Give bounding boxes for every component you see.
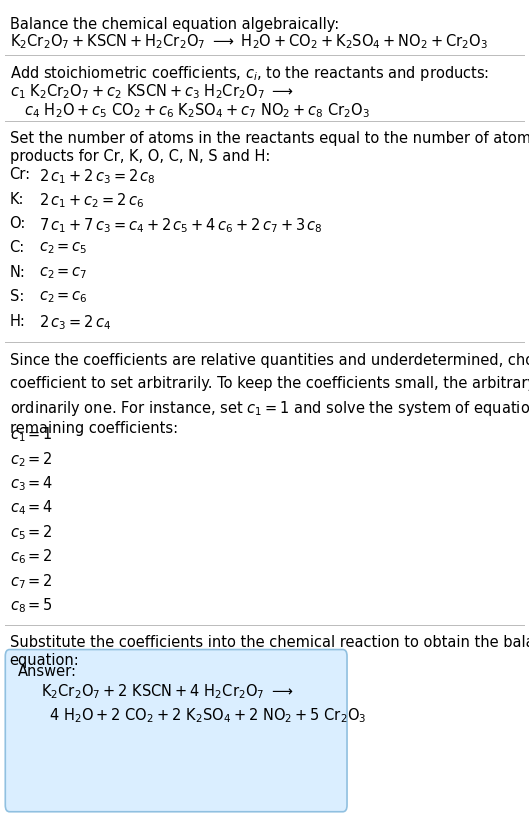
Text: Balance the chemical equation algebraically:: Balance the chemical equation algebraica… [10,17,339,32]
Text: $2\,c_1 + c_2 = 2\,c_6$: $2\,c_1 + c_2 = 2\,c_6$ [39,192,144,210]
Text: $c_8 = 5$: $c_8 = 5$ [10,597,52,615]
Text: S:: S: [10,289,24,304]
Text: $c_2 = 2$: $c_2 = 2$ [10,450,52,469]
Text: O:: O: [10,216,26,231]
Text: $c_6 = 2$: $c_6 = 2$ [10,548,52,566]
Text: N:: N: [10,265,25,280]
Text: $c_5 = 2$: $c_5 = 2$ [10,523,52,542]
Text: $2\,c_3 = 2\,c_4$: $2\,c_3 = 2\,c_4$ [39,314,111,333]
Text: Since the coefficients are relative quantities and underdetermined, choose a: Since the coefficients are relative quan… [10,353,529,368]
Text: coefficient to set arbitrarily. To keep the coefficients small, the arbitrary va: coefficient to set arbitrarily. To keep … [10,376,529,390]
Text: remaining coefficients:: remaining coefficients: [10,421,178,436]
Text: Cr:: Cr: [10,167,31,182]
Text: Answer:: Answer: [17,664,77,679]
Text: Add stoichiometric coefficients, $c_i$, to the reactants and products:: Add stoichiometric coefficients, $c_i$, … [10,64,489,83]
Text: $c_4 = 4$: $c_4 = 4$ [10,499,53,518]
Text: Substitute the coefficients into the chemical reaction to obtain the balanced: Substitute the coefficients into the che… [10,635,529,650]
Text: $\quad c_4\ \mathrm{H_2O} + c_5\ \mathrm{CO_2} + c_6\ \mathrm{K_2SO_4} + c_7\ \m: $\quad c_4\ \mathrm{H_2O} + c_5\ \mathrm… [10,101,370,120]
Text: $c_2 = c_5$: $c_2 = c_5$ [39,240,87,256]
Text: H:: H: [10,314,25,328]
Text: equation:: equation: [10,653,79,667]
Text: products for Cr, K, O, C, N, S and H:: products for Cr, K, O, C, N, S and H: [10,149,270,164]
Text: $\mathrm{4\ H_2O + 2\ CO_2 + 2\ K_2SO_4 + 2\ NO_2 + 5\ Cr_2O_3}$: $\mathrm{4\ H_2O + 2\ CO_2 + 2\ K_2SO_4 … [49,707,367,725]
Text: $c_7 = 2$: $c_7 = 2$ [10,572,52,591]
Text: Set the number of atoms in the reactants equal to the number of atoms in the: Set the number of atoms in the reactants… [10,131,529,146]
Text: $c_2 = c_6$: $c_2 = c_6$ [39,289,87,305]
Text: $\mathrm{K_2Cr_2O_7 + 2\ KSCN + 4\ H_2Cr_2O_7\ \longrightarrow}$: $\mathrm{K_2Cr_2O_7 + 2\ KSCN + 4\ H_2Cr… [41,682,294,701]
Text: $7\,c_1 + 7\,c_3 = c_4 + 2\,c_5 + 4\,c_6 + 2\,c_7 + 3\,c_8$: $7\,c_1 + 7\,c_3 = c_4 + 2\,c_5 + 4\,c_6… [39,216,322,235]
Text: $2\,c_1 + 2\,c_3 = 2\,c_8$: $2\,c_1 + 2\,c_3 = 2\,c_8$ [39,167,156,186]
Text: K:: K: [10,192,24,206]
Text: $c_1\ \mathrm{K_2Cr_2O_7} + c_2\ \mathrm{KSCN} + c_3\ \mathrm{H_2Cr_2O_7}\ \long: $c_1\ \mathrm{K_2Cr_2O_7} + c_2\ \mathrm… [10,82,294,101]
FancyBboxPatch shape [5,650,347,812]
Text: C:: C: [10,240,25,255]
Text: $\mathrm{K_2Cr_2O_7 + KSCN + H_2Cr_2O_7\ \longrightarrow\ H_2O + CO_2 + K_2SO_4 : $\mathrm{K_2Cr_2O_7 + KSCN + H_2Cr_2O_7\… [10,33,488,51]
Text: ordinarily one. For instance, set $c_1 = 1$ and solve the system of equations fo: ordinarily one. For instance, set $c_1 =… [10,399,529,417]
Text: $c_1 = 1$: $c_1 = 1$ [10,425,52,444]
Text: $c_2 = c_7$: $c_2 = c_7$ [39,265,87,280]
Text: $c_3 = 4$: $c_3 = 4$ [10,474,53,493]
